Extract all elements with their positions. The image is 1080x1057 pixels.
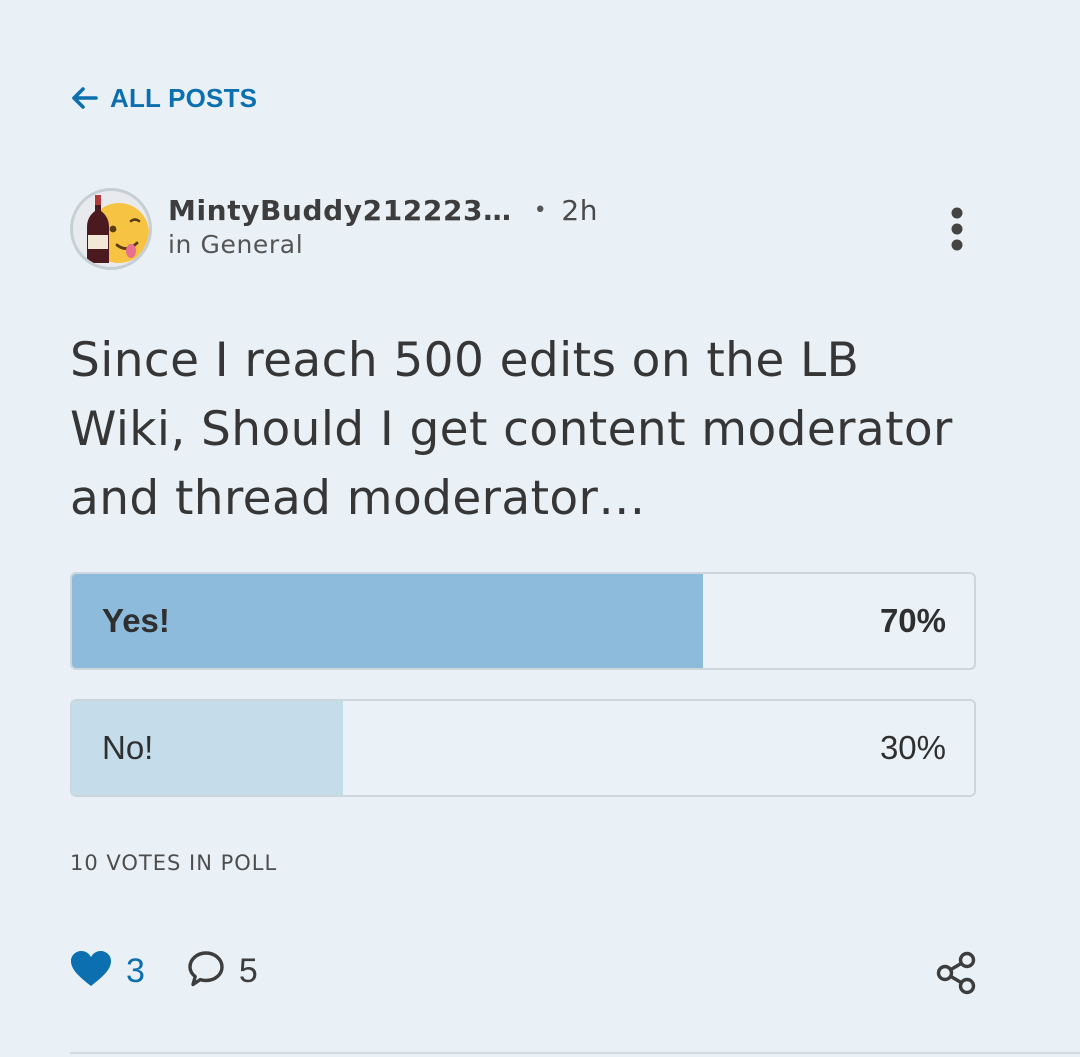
poll-option-percent: 30% (879, 729, 946, 766)
like-count: 3 (126, 951, 145, 990)
heart-icon (70, 950, 112, 992)
kebab-menu-icon (951, 207, 963, 251)
comment-button[interactable]: 5 (187, 950, 258, 992)
back-link-label: ALL POSTS (110, 82, 258, 113)
post-category[interactable]: in General (168, 230, 304, 259)
divider (70, 1052, 1080, 1054)
arrow-left-icon (70, 86, 98, 110)
post-actions: 3 5 (70, 948, 258, 994)
poll-option-percent: 70% (879, 602, 946, 639)
poll-option-label: Yes! (102, 602, 170, 639)
share-button[interactable] (934, 950, 980, 996)
poll-option-no[interactable]: No! 30% (70, 699, 976, 797)
post-menu-button[interactable] (940, 204, 974, 254)
share-icon (936, 951, 976, 995)
poll-option-fill (72, 574, 704, 668)
avatar[interactable] (70, 188, 152, 270)
back-to-all-posts-link[interactable]: ALL POSTS (70, 80, 257, 116)
author-name[interactable]: MintyBuddy212223… (168, 193, 512, 227)
post-title[interactable]: Since I reach 500 edits on the LB Wiki, … (70, 333, 953, 526)
poll-option-yes[interactable]: Yes! 70% (70, 572, 976, 670)
poll-option-fill (72, 701, 343, 795)
meta-separator: • (533, 197, 548, 223)
wine-bottle-emoji-icon (73, 191, 149, 267)
poll-option-label: No! (102, 729, 154, 766)
post-meta: MintyBuddy212223… • 2h (168, 192, 598, 228)
poll-votes-count: 10 VOTES IN POLL (70, 851, 278, 875)
speech-bubble-icon (187, 950, 225, 992)
comment-count: 5 (238, 951, 258, 990)
like-button[interactable]: 3 (70, 950, 145, 992)
post-time: 2h (561, 193, 599, 227)
